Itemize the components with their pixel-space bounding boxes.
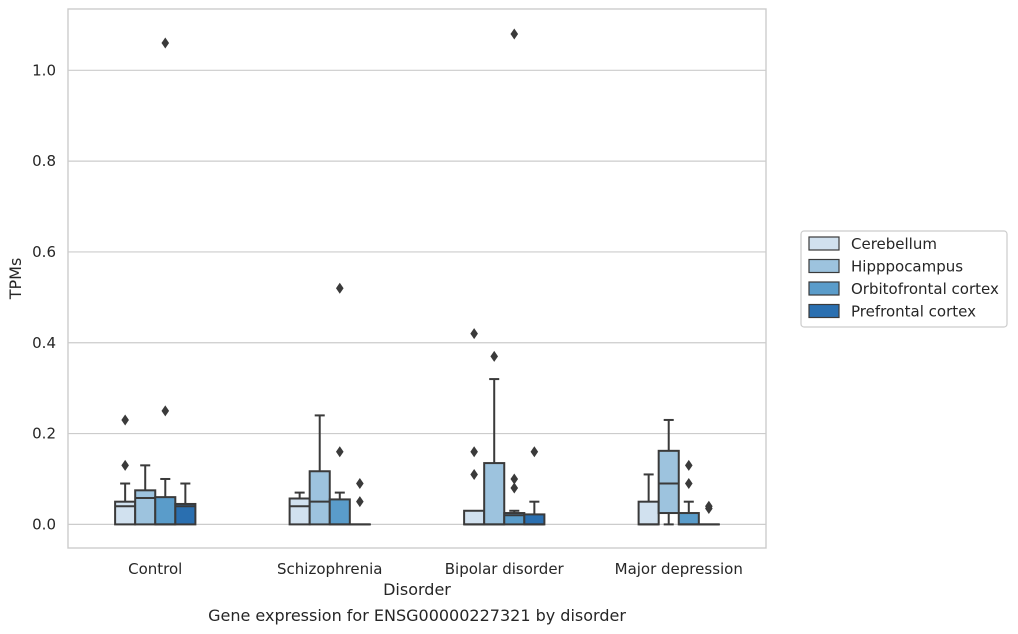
box-body: [677, 512, 700, 526]
outlier-point: [490, 350, 499, 362]
legend-frame: [800, 230, 1008, 328]
y-tick-label: 0.2: [32, 425, 56, 443]
legend-label: Prefrontal cortex: [851, 303, 976, 321]
y-tick-label: 0.4: [32, 334, 56, 352]
outlier-point: [335, 282, 344, 294]
outlier-point: [356, 496, 364, 508]
box-group: [174, 482, 197, 526]
y-axis-ticks: 0.0 0.2 0.4 0.6 0.8 1.0: [32, 61, 56, 533]
outlier-point: [121, 414, 129, 426]
box-group: [503, 28, 526, 526]
x-tick-label: Schizophrenia: [277, 560, 382, 578]
y-tick-label: 0.8: [32, 152, 56, 170]
box-group: [154, 37, 177, 526]
y-tick-label: 1.0: [32, 61, 56, 79]
outlier-point: [510, 473, 519, 485]
x-tick-label: Major depression: [615, 560, 743, 578]
legend-swatch: [808, 281, 840, 296]
figure-caption: Gene expression for ENSG00000227321 by d…: [208, 606, 626, 625]
box-group: [657, 418, 680, 526]
box-series: [114, 28, 720, 526]
box-body: [154, 496, 177, 526]
outlier-point: [356, 478, 364, 490]
outlier-point: [335, 446, 344, 458]
box-group: [697, 500, 720, 526]
box-group: [134, 464, 157, 526]
box-body: [463, 509, 486, 526]
box-body: [174, 502, 197, 526]
x-axis-title: Disorder: [383, 580, 451, 599]
box-group: [483, 350, 506, 526]
box-body: [114, 500, 137, 526]
box-body: [328, 498, 351, 526]
box-group: [288, 491, 311, 526]
box-group: [308, 414, 331, 526]
outlier-point: [684, 459, 693, 471]
legend-swatch: [808, 303, 840, 319]
legend-label: Hipppocampus: [851, 258, 963, 276]
box-body: [523, 513, 546, 526]
outlier-point: [684, 478, 693, 490]
y-tick-label: 0.6: [32, 243, 56, 261]
outlier-point: [161, 405, 170, 417]
box-body: [483, 462, 506, 526]
outlier-point: [510, 28, 519, 40]
box-body: [134, 489, 157, 526]
x-axis-ticks: Control Schizophrenia Bipolar disorder Majo…: [128, 560, 743, 578]
box-group: [677, 459, 700, 526]
outlier-point: [470, 468, 478, 480]
legend-label: Orbitofrontal cortex: [851, 280, 999, 298]
legend: Cerebellum Hipppocampus Orbitofrontal cort…: [800, 230, 1008, 328]
outlier-point: [705, 500, 713, 512]
y-tick-label: 0.0: [32, 515, 56, 533]
legend-swatch: [808, 258, 840, 274]
y-axis-title: TPMs: [6, 258, 25, 301]
box-group: [328, 282, 351, 526]
box-body: [637, 500, 660, 526]
outlier-point: [530, 446, 539, 458]
outlier-point: [470, 328, 478, 340]
outlier-point: [121, 459, 129, 471]
box-group: [523, 446, 546, 526]
outlier-point: [510, 482, 519, 494]
x-tick-label: Bipolar disorder: [445, 560, 565, 578]
box-group: [348, 478, 371, 526]
box-body: [308, 470, 331, 526]
x-tick-label: Control: [128, 560, 182, 578]
legend-label: Cerebellum: [851, 235, 937, 253]
outlier-point: [470, 446, 478, 458]
legend-swatch: [808, 236, 840, 251]
box-body: [657, 449, 680, 515]
outlier-point: [161, 37, 170, 49]
plot-area-frame: [67, 8, 767, 549]
box-body: [288, 497, 311, 526]
